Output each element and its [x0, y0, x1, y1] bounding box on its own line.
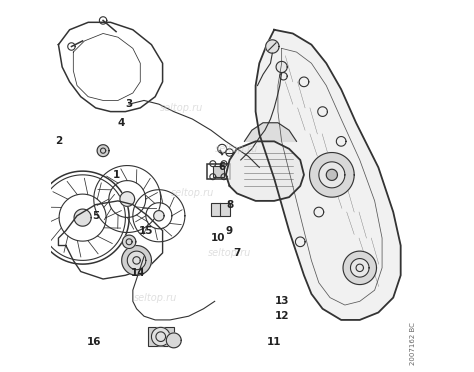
Text: 10: 10: [211, 233, 226, 243]
Text: 5: 5: [92, 211, 99, 221]
Bar: [148, 327, 174, 346]
Text: seltop.ru: seltop.ru: [171, 189, 214, 198]
Polygon shape: [127, 251, 146, 270]
Text: 16: 16: [87, 337, 101, 347]
Text: 11: 11: [267, 337, 282, 347]
Text: 8: 8: [226, 200, 233, 209]
Text: 14: 14: [131, 269, 146, 278]
Text: 7: 7: [233, 248, 241, 258]
Polygon shape: [326, 169, 337, 180]
Polygon shape: [350, 259, 369, 277]
Text: 2: 2: [55, 137, 62, 146]
Text: 1: 1: [112, 170, 120, 180]
Polygon shape: [154, 211, 164, 221]
Polygon shape: [226, 141, 304, 201]
Text: 6: 6: [219, 163, 226, 172]
Polygon shape: [343, 251, 376, 285]
Polygon shape: [122, 246, 151, 275]
Polygon shape: [151, 327, 170, 346]
Text: seltop.ru: seltop.ru: [208, 248, 251, 258]
Polygon shape: [255, 30, 401, 320]
Text: 3: 3: [126, 99, 133, 109]
Polygon shape: [120, 192, 135, 206]
Bar: [211, 203, 229, 216]
Polygon shape: [276, 61, 287, 73]
Polygon shape: [319, 162, 345, 188]
Text: seltop.ru: seltop.ru: [134, 293, 177, 302]
Text: 15: 15: [138, 226, 153, 235]
Polygon shape: [74, 209, 91, 226]
Bar: [207, 164, 229, 179]
Polygon shape: [245, 123, 297, 141]
Text: 4: 4: [118, 118, 125, 128]
Polygon shape: [310, 153, 354, 197]
Polygon shape: [97, 145, 109, 157]
Text: 13: 13: [274, 296, 289, 306]
Bar: [213, 166, 224, 177]
Text: 2007162 BC: 2007162 BC: [410, 322, 416, 365]
Polygon shape: [166, 333, 181, 348]
Text: 9: 9: [226, 226, 233, 235]
Polygon shape: [122, 235, 136, 248]
Polygon shape: [265, 40, 279, 53]
Text: 12: 12: [274, 311, 289, 321]
Text: seltop.ru: seltop.ru: [215, 144, 259, 154]
Text: seltop.ru: seltop.ru: [160, 103, 203, 113]
